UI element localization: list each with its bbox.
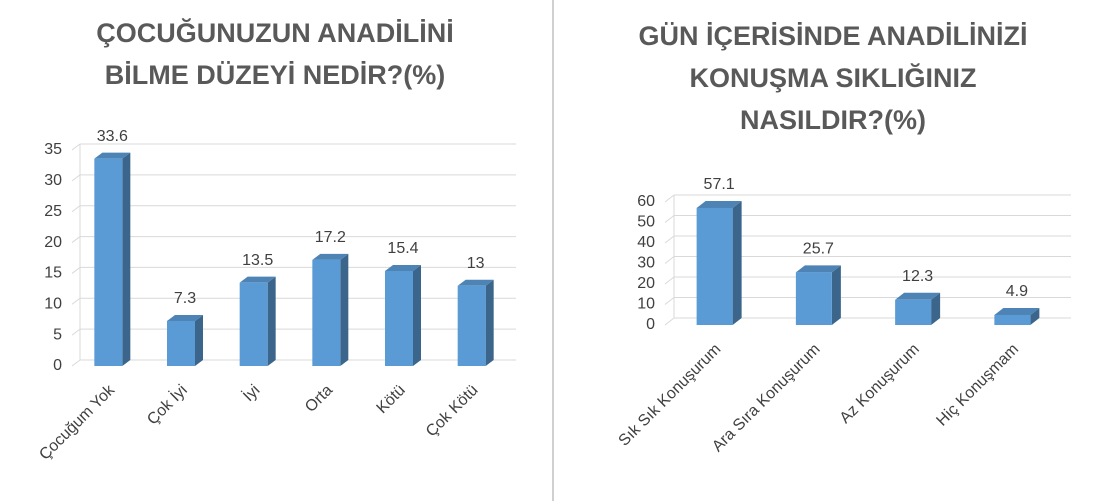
y-tick-label: 20: [637, 275, 655, 292]
data-label: 57.1: [704, 176, 735, 193]
grid-line: [71, 143, 81, 151]
bar: [239, 282, 268, 366]
y-tick-label: 20: [44, 234, 62, 251]
data-label: 4.9: [1006, 283, 1028, 300]
bar-side: [931, 292, 941, 325]
chart-title: KONUŞMA SIKLIĞINIZ: [690, 62, 977, 93]
grid-line: [664, 297, 675, 305]
chart-title: BİLME DÜZEYİ NEDİR?(%): [105, 60, 446, 90]
x-tick-label: Hiç Konuşmam: [933, 341, 1022, 430]
y-tick-label: 35: [44, 141, 62, 158]
y-tick-label: 5: [53, 326, 62, 343]
bar-side: [340, 253, 349, 366]
bar-top: [457, 279, 494, 286]
y-tick-label: 50: [637, 214, 655, 231]
y-tick-label: 30: [637, 255, 655, 272]
data-label: 7.3: [174, 290, 196, 307]
bar: [795, 272, 832, 325]
x-tick-label: Çok İyi: [143, 380, 191, 428]
x-tick-label: Sık Sık Konuşurum: [616, 341, 725, 450]
x-tick-label: Orta: [302, 382, 336, 416]
grid-line: [664, 256, 675, 264]
data-label: 25.7: [803, 241, 834, 258]
y-tick-label: 0: [646, 316, 655, 333]
x-tick-label: Çok Kötü: [423, 382, 482, 441]
grid-line: [71, 174, 81, 182]
chart-title: GÜN İÇERİSİNDE ANADİLİNİZİ: [638, 21, 1027, 51]
x-tick-label: Kötü: [374, 382, 409, 417]
bar: [385, 270, 413, 366]
data-label: 13: [467, 255, 485, 272]
x-tick-label: İyi: [239, 380, 264, 405]
bar-top: [385, 264, 421, 271]
bar: [895, 299, 932, 325]
bar-top: [312, 253, 349, 260]
bar-top: [94, 152, 131, 159]
chart-title: ÇOCUĞUNUZUN ANADİLİNİ: [96, 17, 453, 48]
y-tick-label: 0: [53, 357, 62, 374]
grid-line: [664, 235, 675, 244]
bar-top: [167, 314, 203, 321]
grid-line: [664, 215, 675, 223]
data-label: 15.4: [387, 240, 418, 257]
bar-side: [485, 279, 494, 366]
grid-line: [71, 236, 81, 243]
grid-line: [71, 205, 81, 213]
bar: [457, 285, 486, 366]
bar-top: [696, 200, 742, 208]
bar-top: [994, 307, 1040, 315]
x-tick-label: Çocuğum Yok: [36, 381, 119, 464]
data-label: 13.5: [242, 252, 273, 269]
x-tick-label: Ara Sıra Konuşurum: [709, 341, 824, 456]
bar-side: [831, 265, 841, 325]
grid-line: [664, 194, 675, 203]
grid-line: [664, 317, 675, 326]
y-tick-label: 25: [44, 203, 62, 220]
bar: [167, 320, 195, 366]
bar-top: [895, 292, 941, 300]
bar: [696, 207, 733, 325]
bar-side: [122, 152, 131, 366]
bar-side: [195, 314, 203, 366]
data-label: 12.3: [902, 268, 933, 285]
bar-side: [413, 264, 421, 366]
bar-side: [732, 200, 742, 325]
y-tick-label: 40: [637, 234, 655, 251]
grid-line: [71, 297, 81, 305]
bar-top: [795, 265, 841, 273]
bar-top: [239, 276, 276, 283]
grid-line: [664, 276, 675, 285]
chart-title: NASILDIR?(%): [740, 105, 926, 135]
y-tick-label: 15: [44, 265, 62, 282]
bar: [94, 158, 123, 366]
x-tick-label: Az Konuşurum: [837, 341, 923, 427]
grid-line: [71, 359, 81, 367]
y-tick-label: 10: [44, 296, 62, 313]
bar-side: [1030, 307, 1040, 325]
data-label: 33.6: [97, 128, 128, 145]
bar-side: [267, 276, 276, 366]
y-tick-label: 10: [637, 296, 655, 313]
grid-line: [71, 328, 81, 336]
y-tick-label: 60: [637, 193, 655, 210]
bar: [994, 314, 1031, 325]
bar: [312, 259, 341, 366]
grid-line: [71, 267, 81, 274]
data-label: 17.2: [315, 229, 346, 246]
y-tick-label: 30: [44, 172, 62, 189]
